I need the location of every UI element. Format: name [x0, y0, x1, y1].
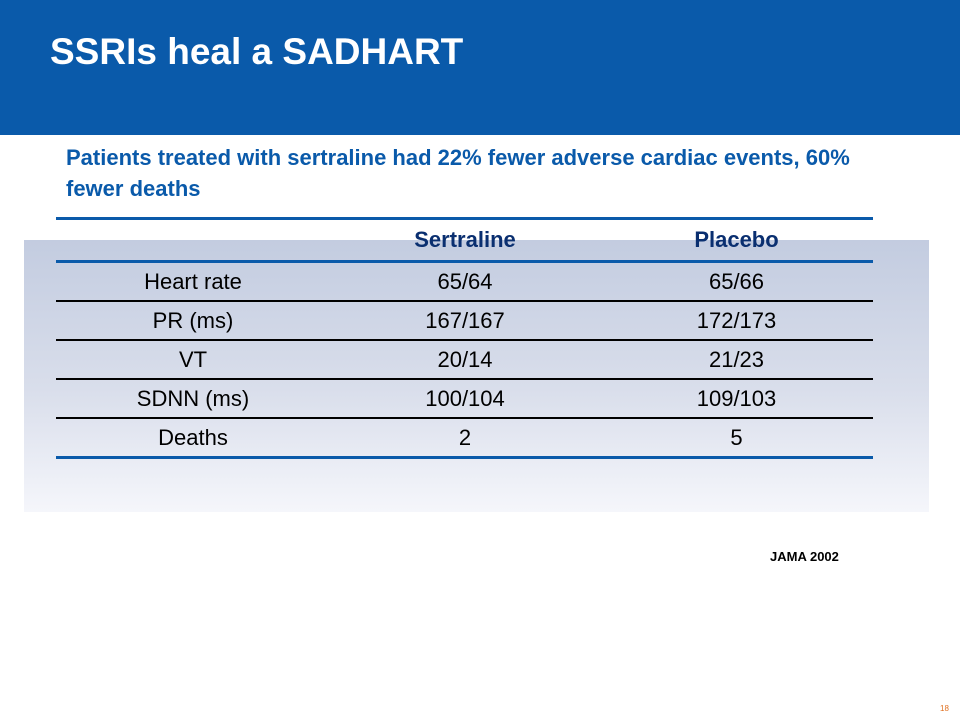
table-header-row: Sertraline Placebo: [56, 218, 873, 262]
slide-header-bar: [0, 0, 960, 135]
row-label: Deaths: [158, 425, 228, 450]
sertraline-value: 65/64: [437, 269, 493, 294]
table-header-placebo: Placebo: [694, 227, 779, 252]
table-row: PR (ms) 167/167 172/173: [56, 301, 873, 340]
sertraline-value: 20/14: [437, 347, 493, 372]
row-label: SDNN (ms): [136, 386, 250, 411]
sertraline-value: 2: [458, 425, 472, 450]
table-header-cell: [56, 219, 330, 262]
page-number: 18: [940, 704, 949, 713]
table-row: Heart rate 65/64 65/66: [56, 262, 873, 301]
row-label: VT: [178, 347, 208, 372]
table-header-sertraline: Sertraline: [414, 227, 516, 252]
sertraline-value: 100/104: [425, 386, 505, 411]
table-row: VT 20/14 21/23: [56, 340, 873, 379]
table-row: Deaths 2 5: [56, 418, 873, 458]
source-citation: JAMA 2002: [770, 549, 839, 564]
placebo-value: 5: [730, 425, 743, 450]
row-label: PR (ms): [152, 308, 234, 333]
placebo-value: 65/66: [708, 269, 765, 294]
slide-title: SSRIs heal a SADHART: [50, 31, 464, 72]
placebo-value: 21/23: [708, 347, 765, 372]
table-background-panel: [24, 240, 929, 512]
placebo-value: 172/173: [696, 308, 777, 333]
table-row: SDNN (ms) 100/104 109/103: [56, 379, 873, 418]
placebo-value: 109/103: [696, 386, 777, 411]
sertraline-value: 167/167: [425, 308, 505, 333]
row-label: Heart rate: [144, 269, 242, 294]
slide-subtitle: Patients treated with sertraline had 22%…: [66, 145, 850, 201]
results-table: Sertraline Placebo Heart rate 65/64 65/6…: [56, 217, 873, 459]
